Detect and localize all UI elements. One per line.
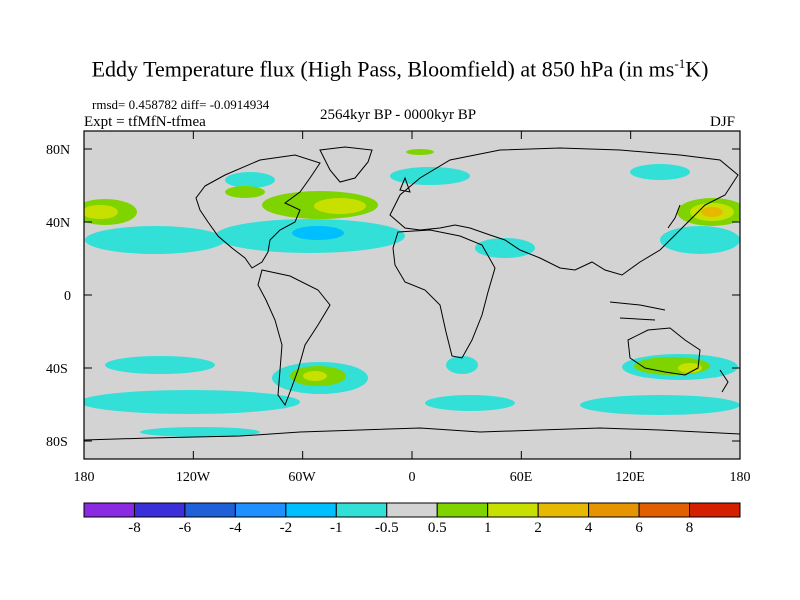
field-green-nam [225, 186, 265, 198]
experiment-label: Expt = tfMfN-tfmea [84, 114, 206, 130]
coast-japan [667, 204, 681, 229]
field-cyan-eurasia [475, 238, 535, 258]
coast-eurasia [389, 147, 739, 276]
field-green-arctic [406, 149, 434, 155]
x-tick-label: 60E [509, 470, 533, 485]
colorbar [83, 502, 741, 518]
field-orange-nwpac [701, 207, 723, 217]
colorbar-label: -8 [128, 520, 141, 536]
colorbar-label: 6 [635, 520, 643, 536]
colorbar-swatch [184, 502, 236, 518]
y-tick-label: 80S [46, 435, 68, 450]
colorbar-swatch [537, 502, 590, 518]
coast-north-america [195, 154, 321, 269]
colorbar-swatch [133, 502, 186, 518]
field-cyan-asia [660, 226, 740, 254]
coast-africa [392, 229, 496, 359]
coast-antarctica [84, 427, 740, 441]
colorbar-label: 1 [483, 520, 492, 536]
y-tick-label: 0 [64, 289, 71, 304]
colorbar-label: 0.5 [427, 520, 447, 536]
colorbar-label: 8 [685, 520, 694, 536]
chart-title: Eddy Temperature flux (High Pass, Bloomf… [91, 56, 709, 82]
colorbar-swatch [689, 502, 741, 518]
x-tick-label: 180 [729, 470, 751, 485]
colorbar-swatch [83, 502, 135, 518]
field-yellow-australia [678, 363, 702, 373]
field-layer [84, 149, 740, 437]
field-cyan-npacific [85, 226, 225, 254]
field-yellow-satlantic [303, 371, 327, 381]
x-tick-label: 60W [288, 470, 316, 485]
field-cyan-sopac-east [580, 395, 740, 415]
field-blue-atlantic [292, 226, 344, 240]
x-tick-label: 0 [408, 470, 416, 485]
y-tick-label: 80N [46, 143, 71, 158]
colorbar-label: 2 [534, 520, 542, 536]
colorbar-label: 4 [584, 520, 593, 536]
season-label: DJF [710, 114, 736, 130]
field-cyan-sindian [425, 395, 515, 411]
field-yellow-natlantic [314, 198, 366, 214]
coast-new-zealand [719, 369, 729, 393]
colorbar-swatch [386, 502, 438, 518]
x-tick-label: 120E [615, 470, 645, 485]
colorbar-swatch [335, 502, 388, 518]
field-cyan-n-arctic [390, 167, 470, 185]
x-tick-label: 180 [73, 470, 95, 485]
coastlines [84, 146, 740, 441]
colorbar-label: -4 [229, 520, 242, 536]
colorbar-swatch [638, 502, 691, 518]
coast-indonesia [609, 301, 666, 321]
coast-greenland [319, 146, 373, 183]
field-cyan-sopac [105, 356, 215, 374]
colorbar-swatch [487, 502, 539, 518]
colorbar-swatch [588, 502, 640, 518]
y-tick-label: 40N [46, 216, 71, 231]
field-cyan-sohem-band [84, 390, 300, 414]
period-label: 2564kyr BP - 0000kyr BP [320, 107, 477, 123]
colorbar-swatch [285, 502, 337, 518]
coast-australia [627, 327, 701, 376]
x-tick-label: 120W [175, 470, 211, 485]
coast-south-america [257, 269, 331, 407]
colorbar-swatch [436, 502, 489, 518]
axis-ticks [83, 131, 741, 459]
stats-text: rmsd= 0.458782 diff= -0.0914934 [92, 97, 270, 112]
y-tick-label: 40S [46, 362, 68, 377]
field-cyan-safrica [446, 356, 478, 374]
field-cyan-greenland [630, 164, 690, 180]
colorbar-label: -6 [178, 520, 192, 536]
field-yellow-npacific [84, 205, 118, 219]
field-cyan-npac-north [225, 172, 275, 188]
colorbar-label: -0.5 [374, 520, 399, 536]
colorbar-swatch [234, 502, 287, 518]
coast-uk [399, 176, 411, 193]
colorbar-label: -2 [279, 520, 293, 536]
field-cyan-antarctic [140, 427, 260, 437]
colorbar-label: -1 [330, 520, 343, 536]
